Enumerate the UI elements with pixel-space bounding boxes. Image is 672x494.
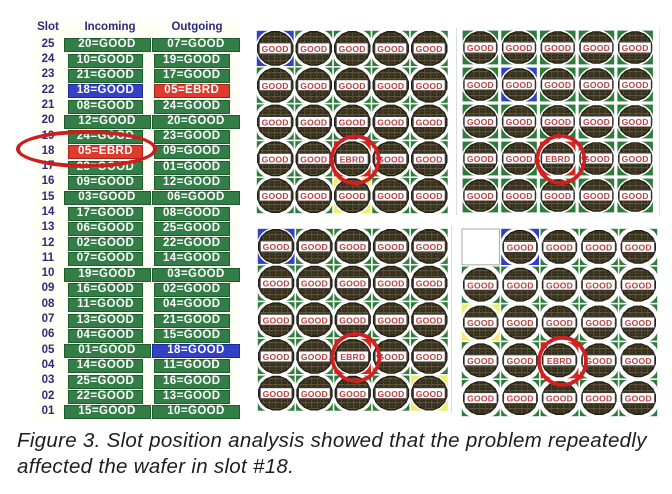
svg-text:GOOD: GOOD [377, 315, 404, 325]
svg-text:GOOD: GOOD [506, 117, 533, 127]
svg-text:GOOD: GOOD [415, 191, 442, 201]
svg-text:GOOD: GOOD [338, 118, 365, 128]
svg-text:GOOD: GOOD [261, 44, 288, 54]
svg-text:GOOD: GOOD [377, 388, 404, 398]
svg-text:GOOD: GOOD [583, 154, 610, 164]
svg-text:GOOD: GOOD [261, 191, 288, 201]
svg-text:GOOD: GOOD [544, 43, 571, 53]
svg-text:GOOD: GOOD [300, 315, 327, 325]
svg-text:GOOD: GOOD [506, 191, 533, 201]
svg-text:GOOD: GOOD [622, 117, 649, 127]
svg-text:GOOD: GOOD [415, 315, 442, 325]
svg-text:GOOD: GOOD [377, 44, 404, 54]
svg-text:GOOD: GOOD [415, 352, 442, 362]
svg-text:GOOD: GOOD [583, 117, 610, 127]
svg-text:GOOD: GOOD [507, 394, 534, 404]
svg-text:GOOD: GOOD [415, 388, 442, 398]
svg-text:GOOD: GOOD [625, 394, 652, 404]
svg-text:GOOD: GOOD [585, 280, 612, 290]
svg-text:GOOD: GOOD [622, 191, 649, 201]
svg-text:GOOD: GOOD [262, 242, 289, 252]
svg-text:GOOD: GOOD [585, 394, 612, 404]
svg-text:GOOD: GOOD [300, 278, 327, 288]
svg-text:GOOD: GOOD [625, 356, 652, 366]
svg-text:GOOD: GOOD [339, 315, 366, 325]
svg-text:GOOD: GOOD [583, 43, 610, 53]
svg-text:GOOD: GOOD [261, 81, 288, 91]
svg-text:GOOD: GOOD [467, 280, 494, 290]
svg-text:GOOD: GOOD [625, 243, 652, 253]
svg-text:GOOD: GOOD [338, 44, 365, 54]
svg-text:GOOD: GOOD [261, 154, 288, 164]
svg-text:GOOD: GOOD [467, 80, 494, 90]
svg-text:GOOD: GOOD [467, 191, 494, 201]
svg-text:GOOD: GOOD [300, 81, 327, 91]
svg-text:GOOD: GOOD [300, 154, 327, 164]
svg-text:EBRD: EBRD [340, 352, 365, 362]
svg-text:GOOD: GOOD [262, 278, 289, 288]
svg-text:GOOD: GOOD [262, 315, 289, 325]
svg-text:GOOD: GOOD [300, 388, 327, 398]
svg-text:GOOD: GOOD [625, 280, 652, 290]
svg-text:GOOD: GOOD [377, 191, 404, 201]
svg-text:GOOD: GOOD [546, 243, 573, 253]
svg-text:GOOD: GOOD [339, 278, 366, 288]
svg-text:GOOD: GOOD [467, 318, 494, 328]
svg-text:GOOD: GOOD [467, 394, 494, 404]
svg-text:GOOD: GOOD [583, 191, 610, 201]
svg-text:GOOD: GOOD [338, 191, 365, 201]
svg-text:GOOD: GOOD [300, 242, 327, 252]
svg-text:GOOD: GOOD [467, 154, 494, 164]
svg-text:GOOD: GOOD [262, 352, 289, 362]
svg-text:GOOD: GOOD [300, 44, 327, 54]
svg-text:GOOD: GOOD [544, 80, 571, 90]
svg-text:GOOD: GOOD [546, 280, 573, 290]
svg-text:GOOD: GOOD [300, 118, 327, 128]
svg-text:GOOD: GOOD [415, 154, 442, 164]
svg-text:GOOD: GOOD [506, 43, 533, 53]
svg-text:GOOD: GOOD [467, 117, 494, 127]
svg-text:GOOD: GOOD [546, 318, 573, 328]
svg-text:GOOD: GOOD [506, 80, 533, 90]
svg-text:GOOD: GOOD [415, 278, 442, 288]
svg-text:GOOD: GOOD [585, 318, 612, 328]
svg-text:GOOD: GOOD [377, 81, 404, 91]
svg-text:GOOD: GOOD [377, 154, 404, 164]
svg-text:GOOD: GOOD [467, 356, 494, 366]
svg-text:GOOD: GOOD [622, 80, 649, 90]
svg-text:GOOD: GOOD [415, 44, 442, 54]
svg-text:GOOD: GOOD [377, 278, 404, 288]
svg-text:GOOD: GOOD [506, 154, 533, 164]
svg-text:GOOD: GOOD [339, 388, 366, 398]
svg-text:GOOD: GOOD [585, 356, 612, 366]
svg-text:EBRD: EBRD [545, 154, 570, 164]
svg-text:GOOD: GOOD [507, 243, 534, 253]
svg-text:GOOD: GOOD [415, 242, 442, 252]
svg-text:GOOD: GOOD [300, 191, 327, 201]
svg-text:GOOD: GOOD [622, 43, 649, 53]
svg-text:GOOD: GOOD [262, 388, 289, 398]
svg-text:EBRD: EBRD [547, 356, 572, 366]
svg-text:GOOD: GOOD [583, 80, 610, 90]
svg-text:GOOD: GOOD [544, 117, 571, 127]
svg-text:GOOD: GOOD [377, 352, 404, 362]
svg-text:GOOD: GOOD [507, 318, 534, 328]
svg-text:GOOD: GOOD [300, 352, 327, 362]
svg-text:GOOD: GOOD [544, 191, 571, 201]
svg-text:GOOD: GOOD [261, 118, 288, 128]
svg-text:GOOD: GOOD [377, 118, 404, 128]
svg-text:GOOD: GOOD [625, 318, 652, 328]
svg-text:GOOD: GOOD [415, 118, 442, 128]
svg-text:GOOD: GOOD [339, 242, 366, 252]
svg-text:GOOD: GOOD [415, 81, 442, 91]
svg-text:GOOD: GOOD [377, 242, 404, 252]
svg-text:GOOD: GOOD [507, 280, 534, 290]
svg-text:GOOD: GOOD [467, 43, 494, 53]
svg-text:GOOD: GOOD [338, 81, 365, 91]
svg-text:GOOD: GOOD [585, 243, 612, 253]
svg-text:EBRD: EBRD [339, 154, 364, 164]
svg-text:GOOD: GOOD [507, 356, 534, 366]
svg-text:GOOD: GOOD [546, 394, 573, 404]
svg-text:GOOD: GOOD [622, 154, 649, 164]
